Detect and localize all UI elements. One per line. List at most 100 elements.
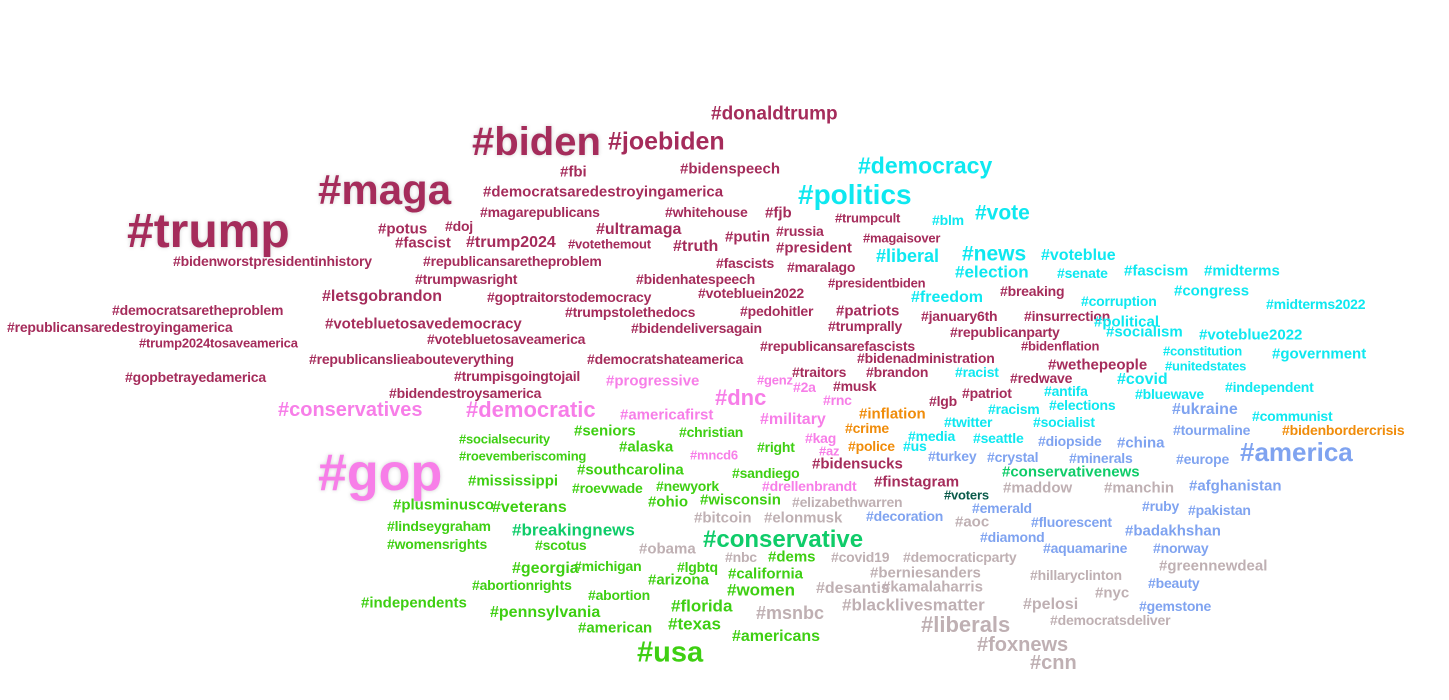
hashtag-word: #doj: [445, 218, 473, 234]
hashtag-word: #votebluein2022: [698, 285, 804, 301]
hashtag-word: #maddow: [1003, 479, 1073, 497]
hashtag-word: #aoc: [955, 513, 990, 531]
hashtag-word: #florida: [671, 596, 733, 616]
hashtag-word: #nbc: [725, 549, 757, 565]
hashtag-word: #whitehouse: [665, 204, 748, 220]
hashtag-word: #goptraitorstodemocracy: [487, 289, 652, 305]
hashtag-word: #democratsaredestroyingamerica: [483, 183, 724, 201]
hashtag-word: #europe: [1176, 451, 1230, 467]
hashtag-word: #newyork: [656, 478, 719, 494]
hashtag-word: #american: [578, 619, 653, 637]
hashtag-word: #dems: [768, 548, 816, 566]
hashtag-word: #republicanparty: [950, 324, 1060, 340]
hashtag-word: #republicansaretheproblem: [423, 253, 602, 269]
hashtag-word: #greennewdeal: [1159, 557, 1268, 575]
hashtag-word: #us: [903, 438, 927, 454]
hashtag-word: #january6th: [921, 308, 998, 324]
hashtag-word: #rnc: [823, 392, 852, 408]
hashtag-word: #twitter: [944, 414, 993, 430]
hashtag-word: #seniors: [574, 422, 636, 440]
hashtag-word: #midterms: [1204, 262, 1280, 280]
hashtag-word: #cnn: [1030, 652, 1077, 674]
hashtag-word: #republicansaredestroyingamerica: [7, 319, 233, 335]
hashtag-word: #mississippi: [468, 472, 559, 490]
hashtag-word: #badakhshan: [1125, 522, 1221, 540]
hashtag-word: #liberal: [876, 246, 940, 266]
hashtag-word: #letsgobrandon: [322, 288, 443, 305]
hashtag-word: #ruby: [1142, 498, 1180, 514]
hashtag-word: #election: [955, 262, 1029, 282]
hashtag-word: #covid19: [831, 549, 890, 565]
hashtag-word: #roevwade: [572, 480, 643, 496]
hashtag-word: #politics: [798, 179, 912, 210]
hashtag-word: #vote: [975, 201, 1030, 225]
hashtag-word: #veterans: [492, 499, 567, 516]
hashtag-word: #lindseygraham: [387, 518, 491, 534]
hashtag-word: #gopbetrayedamerica: [125, 369, 266, 385]
hashtag-word: #fascist: [395, 234, 451, 252]
hashtag-word: #traitors: [792, 364, 847, 380]
hashtag-word: #blacklivesmatter: [842, 595, 985, 615]
hashtag-word: #fluorescent: [1031, 514, 1112, 530]
hashtag-word: #pennsylvania: [490, 604, 601, 621]
hashtag-word: #fbi: [560, 163, 587, 181]
hashtag-word: #fascists: [716, 255, 775, 271]
hashtag-word: #democratshateamerica: [587, 351, 744, 367]
hashtag-word: #bitcoin: [694, 509, 752, 527]
hashtag-word: #covid: [1117, 371, 1168, 388]
hashtag-word: #independents: [361, 594, 467, 612]
hashtag-word: #media: [908, 428, 956, 444]
hashtag-word: #norway: [1153, 540, 1209, 556]
hashtag-word: #russia: [776, 223, 824, 239]
hashtag-word: #womensrights: [387, 536, 488, 552]
hashtag-word: #voteblue: [1041, 247, 1116, 264]
hashtag-word: #crime: [845, 420, 889, 436]
hashtag-word: #conservative: [703, 526, 864, 553]
hashtag-word: #voters: [944, 487, 989, 503]
hashtag-word: #pedohitler: [740, 303, 814, 319]
hashtag-word: #seattle: [973, 430, 1024, 446]
hashtag-word: #political: [1094, 313, 1160, 331]
hashtag-word: #voteblue2022: [1199, 326, 1303, 344]
hashtag-word: #desantis: [816, 580, 890, 597]
hashtag-word: #potus: [378, 220, 428, 238]
hashtag-word: #tourmaline: [1173, 422, 1251, 438]
hashtag-word: #manchin: [1104, 479, 1175, 497]
hashtag-word: #michigan: [574, 558, 642, 574]
hashtag-word: #trumpisgoingtojail: [454, 368, 581, 384]
hashtag-word: #arizona: [648, 571, 709, 589]
hashtag-word: #magarepublicans: [480, 204, 600, 220]
hashtag-word: #insurrection: [1024, 308, 1111, 324]
hashtag-word: #socialism: [1106, 323, 1183, 341]
hashtag-word: #constitution: [1163, 343, 1243, 359]
hashtag-word: #inflation: [859, 405, 926, 423]
hashtag-word: #pelosi: [1023, 596, 1079, 613]
hashtag-word: #unitedstates: [1165, 358, 1247, 374]
hashtag-word: #conservatives: [278, 399, 423, 421]
hashtag-word: #breakingnews: [512, 520, 635, 540]
hashtag-word: #votebluetosaveamerica: [427, 331, 586, 347]
hashtag-word: #news: [962, 242, 1027, 266]
hashtag-word: #southcarolina: [577, 461, 684, 479]
hashtag-word: #trump2024tosaveamerica: [139, 335, 298, 351]
hashtag-word: #bidenspeech: [680, 160, 781, 178]
hashtag-word: #roevemberiscoming: [459, 448, 587, 464]
hashtag-word: #musk: [833, 378, 877, 394]
hashtag-word: #dnc: [715, 385, 767, 410]
hashtag-word: #georgia: [512, 560, 579, 577]
hashtag-word: #wisconsin: [700, 491, 781, 509]
hashtag-word: #kamalaharris: [882, 578, 983, 596]
hashtag-word: #democraticparty: [903, 549, 1017, 565]
hashtag-word: #patriots: [836, 302, 900, 320]
hashtag-word: #putin: [725, 228, 770, 246]
hashtag-word: #alaska: [619, 438, 674, 456]
hashtag-word: #decoration: [866, 508, 944, 524]
hashtag-word: #bidendestroysamerica: [389, 385, 542, 401]
hashtag-word: #americans: [732, 628, 821, 645]
hashtag-word: #congress: [1174, 282, 1250, 300]
hashtag-word: #blm: [932, 212, 964, 228]
hashtag-word: #wethepeople: [1048, 356, 1148, 374]
hashtag-word: #aquamarine: [1043, 540, 1128, 556]
hashtag-word: #senate: [1057, 265, 1108, 281]
